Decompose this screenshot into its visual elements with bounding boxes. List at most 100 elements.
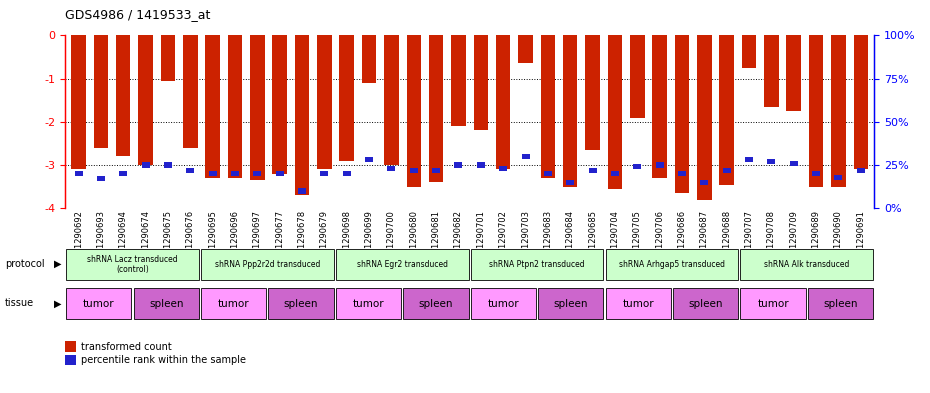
- Bar: [269, 288, 334, 319]
- Bar: [652, 35, 667, 178]
- Text: GDS4986 / 1419533_at: GDS4986 / 1419533_at: [65, 8, 210, 21]
- Bar: [831, 35, 845, 187]
- Text: spleen: spleen: [823, 299, 857, 309]
- Text: tumor: tumor: [622, 299, 654, 309]
- Bar: [183, 35, 197, 148]
- Bar: [298, 188, 306, 194]
- Bar: [656, 162, 664, 168]
- Bar: [566, 180, 574, 185]
- Text: protocol: protocol: [5, 259, 45, 269]
- Text: shRNA Alk transduced: shRNA Alk transduced: [764, 260, 849, 269]
- Bar: [675, 35, 689, 193]
- Bar: [336, 288, 401, 319]
- Bar: [698, 35, 711, 200]
- Bar: [585, 35, 600, 150]
- Bar: [451, 35, 466, 126]
- Bar: [630, 35, 644, 118]
- Bar: [740, 288, 805, 319]
- Bar: [790, 161, 798, 166]
- Bar: [231, 171, 239, 176]
- Bar: [633, 164, 642, 169]
- Bar: [317, 35, 332, 169]
- Bar: [678, 171, 686, 176]
- Bar: [250, 35, 264, 180]
- Bar: [74, 171, 83, 176]
- Text: percentile rank within the sample: percentile rank within the sample: [81, 355, 246, 365]
- Bar: [499, 166, 507, 171]
- Bar: [116, 35, 130, 156]
- Bar: [362, 35, 377, 83]
- Bar: [496, 35, 511, 169]
- Bar: [808, 288, 873, 319]
- Bar: [471, 249, 604, 280]
- Bar: [540, 35, 555, 178]
- Bar: [740, 249, 873, 280]
- Bar: [164, 162, 172, 168]
- Bar: [275, 171, 284, 176]
- Text: ▶: ▶: [54, 298, 61, 309]
- Bar: [477, 162, 485, 168]
- Text: tissue: tissue: [5, 298, 33, 309]
- Bar: [272, 35, 287, 174]
- Bar: [66, 288, 131, 319]
- Bar: [320, 171, 328, 176]
- Bar: [228, 35, 242, 178]
- Bar: [97, 176, 105, 182]
- Bar: [141, 162, 150, 168]
- Bar: [201, 249, 334, 280]
- Text: spleen: spleen: [149, 299, 183, 309]
- Bar: [455, 162, 462, 168]
- Bar: [809, 35, 823, 187]
- Bar: [388, 166, 395, 171]
- Bar: [522, 154, 529, 159]
- Bar: [834, 174, 843, 180]
- Text: tumor: tumor: [352, 299, 384, 309]
- Bar: [208, 171, 217, 176]
- Bar: [429, 35, 444, 182]
- Bar: [406, 35, 421, 187]
- Bar: [720, 35, 734, 185]
- Bar: [812, 171, 820, 176]
- Bar: [119, 171, 127, 176]
- Text: shRNA Arhgap5 transduced: shRNA Arhgap5 transduced: [619, 260, 724, 269]
- Text: spleen: spleen: [553, 299, 588, 309]
- Bar: [201, 288, 266, 319]
- Bar: [72, 35, 86, 169]
- Bar: [343, 171, 351, 176]
- Bar: [384, 35, 399, 165]
- Bar: [365, 157, 373, 162]
- Bar: [295, 35, 310, 195]
- Bar: [206, 35, 219, 178]
- Bar: [787, 35, 801, 111]
- Bar: [471, 288, 536, 319]
- Text: tumor: tumor: [487, 299, 519, 309]
- Bar: [186, 168, 194, 173]
- Bar: [673, 288, 738, 319]
- Bar: [723, 168, 731, 173]
- Text: spleen: spleen: [284, 299, 318, 309]
- Bar: [161, 35, 175, 81]
- Bar: [605, 249, 738, 280]
- Bar: [605, 288, 671, 319]
- Bar: [432, 168, 440, 173]
- Bar: [66, 249, 199, 280]
- Bar: [611, 171, 619, 176]
- Bar: [764, 35, 778, 107]
- Bar: [742, 35, 756, 68]
- Text: shRNA Ptpn2 transduced: shRNA Ptpn2 transduced: [489, 260, 585, 269]
- Bar: [607, 35, 622, 189]
- Bar: [518, 35, 533, 63]
- Text: shRNA Ppp2r2d transduced: shRNA Ppp2r2d transduced: [215, 260, 320, 269]
- Text: transformed count: transformed count: [81, 342, 172, 352]
- Bar: [410, 168, 418, 173]
- Bar: [563, 35, 578, 187]
- Bar: [857, 168, 865, 173]
- Bar: [339, 35, 354, 161]
- Bar: [94, 35, 108, 148]
- Bar: [473, 35, 488, 130]
- Bar: [134, 288, 199, 319]
- Bar: [139, 35, 153, 165]
- Bar: [854, 35, 868, 169]
- Bar: [336, 249, 469, 280]
- Bar: [538, 288, 604, 319]
